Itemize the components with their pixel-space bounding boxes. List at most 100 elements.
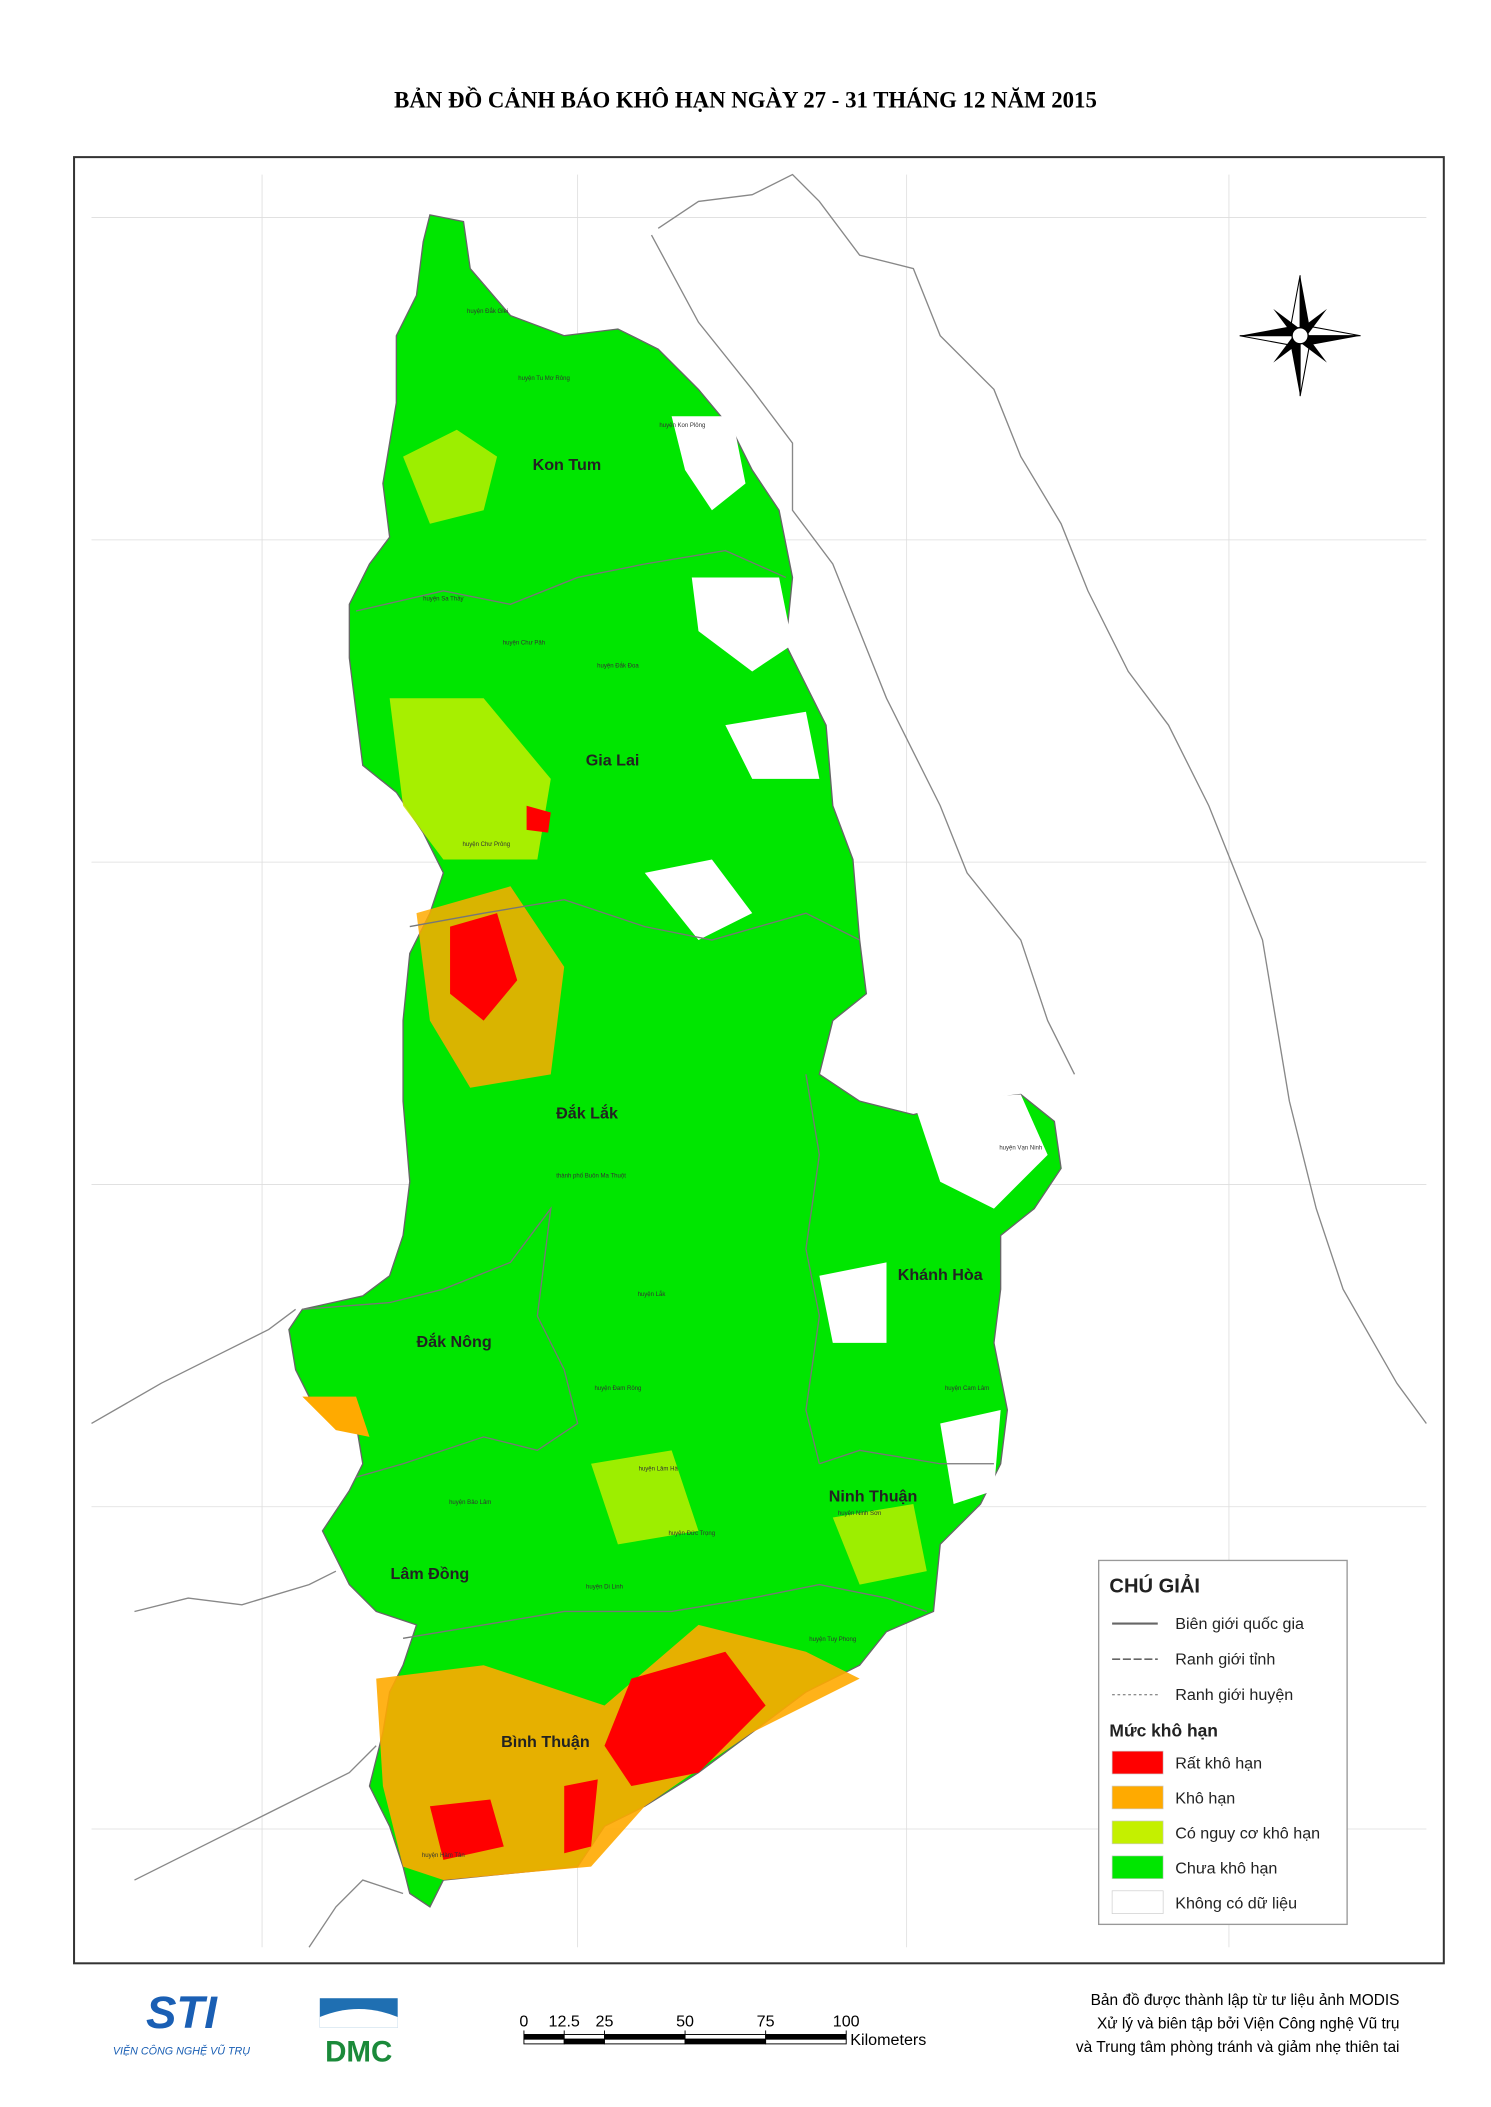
dmc-logo: DMC [325, 2035, 392, 2068]
province-label: Bình Thuận [501, 1733, 590, 1751]
scale-label: 100 [833, 2012, 860, 2030]
no-data-patch [940, 1410, 1001, 1505]
province-label: Lâm Đồng [391, 1565, 470, 1583]
scale-segment [523, 2038, 565, 2045]
district-label: huyện Cam Lâm [945, 1386, 989, 1392]
province-label: Ninh Thuận [829, 1487, 918, 1505]
scale-segment [563, 2034, 605, 2040]
scale-unit: Kilometers [850, 2031, 926, 2049]
credit-line: Xử lý và biên tập bởi Viện Công nghệ Vũ … [1097, 2015, 1400, 2032]
no-data-patch [819, 1262, 887, 1343]
legend-swatch [1111, 1785, 1164, 1810]
risk-patch [832, 1504, 927, 1585]
district-label: huyện Đắk Đoa [597, 662, 639, 669]
district-label: huyện Kon Plông [659, 423, 705, 429]
district-label: huyện Đắk Glei [467, 308, 508, 315]
district-label: huyện Đức Trọng [668, 1531, 715, 1537]
national-boundary [134, 1745, 377, 1881]
province-label: Đắk Nông [416, 1332, 491, 1351]
legend-title: CHÚ GIẢI [1109, 1574, 1200, 1598]
legend-label: Rất khô hạn [1175, 1755, 1262, 1773]
outside-boundaries [91, 173, 1427, 1948]
scale-label: 25 [596, 2012, 614, 2030]
legend-label: Khô hạn [1175, 1790, 1235, 1808]
scale-label: 0 [519, 2012, 528, 2030]
footer: STI VIỆN CÔNG NGHỆ VŨ TRỤ DMC 0 12.5 25 50 7… [113, 1987, 1400, 2069]
scale-segment [604, 2038, 686, 2045]
no-data-patch [913, 1094, 1048, 1209]
drought-patches [302, 429, 927, 1881]
map-title: BẢN ĐỒ CẢNH BÁO KHÔ HẠN NGÀY 27 - 31 THÁ… [394, 86, 1097, 112]
district-label: huyện Bảo Lâm [449, 1500, 491, 1506]
province-boundary [650, 234, 1076, 1075]
district-label: huyện Tuy Phong [809, 1637, 856, 1643]
district-label: huyện Lắk [638, 1291, 667, 1298]
dmc-wave [319, 2008, 398, 2028]
legend-label: Chưa khô hạn [1175, 1859, 1277, 1877]
legend-swatch [1111, 1750, 1164, 1775]
compass-point [1290, 335, 1301, 397]
legend-subtitle: Mức khô hạn [1109, 1720, 1218, 1740]
scale-label: 75 [757, 2012, 775, 2030]
district-label: huyện Di Linh [586, 1585, 623, 1591]
coastline [657, 173, 1427, 1424]
district-label: huyện Chư Păh [503, 641, 545, 647]
district-label: huyện Ninh Sơn [838, 1511, 882, 1517]
no-data-patch [725, 711, 820, 779]
district-label: huyện Sa Thầy [423, 596, 463, 602]
compass-point [1300, 308, 1327, 336]
compass-point [1239, 326, 1301, 336]
no-data-patches [644, 416, 1048, 1505]
scale-segment [765, 2034, 847, 2040]
province-boundaries [302, 549, 994, 1639]
national-boundary [91, 1308, 297, 1425]
legend-swatch [1111, 1855, 1164, 1880]
province-label: Kon Tum [533, 456, 602, 474]
district-label: huyện Lâm Hà [639, 1466, 679, 1472]
scale-segment [523, 2034, 565, 2040]
legend-label: Có nguy cơ khô hạn [1175, 1824, 1320, 1842]
legend-swatch [1111, 1890, 1164, 1914]
very-dry-patch [564, 1779, 598, 1854]
district-label: huyện Tu Mơ Rông [518, 376, 570, 382]
risk-patch [591, 1450, 699, 1545]
very-dry-patch [429, 1799, 504, 1860]
sti-logo: STI [146, 1987, 218, 2038]
legend-label: Ranh giới huyện [1175, 1686, 1293, 1704]
province-label: Đắk Lắk [556, 1104, 618, 1123]
compass-point [1300, 275, 1310, 336]
scale-label: 50 [676, 2012, 694, 2030]
district-label: huyện Đam Rông [594, 1386, 641, 1392]
compass-point [1300, 335, 1361, 346]
province-boundary [819, 1449, 994, 1465]
scale-segment [765, 2038, 847, 2045]
scale-segment [563, 2038, 605, 2045]
legend-label: Ranh giới tỉnh [1175, 1651, 1275, 1669]
compass-point [1273, 335, 1301, 363]
district-label: huyện Hàm Tân [422, 1853, 465, 1859]
scale-label: 12.5 [549, 2012, 580, 2030]
no-data-patch [691, 577, 793, 672]
legend-label: Không có dữ liệu [1175, 1894, 1297, 1912]
no-data-patch [644, 859, 753, 941]
scale-segment [604, 2034, 686, 2040]
compass-point [1300, 335, 1327, 363]
district-label: thành phố Buôn Ma Thuột [556, 1174, 626, 1180]
national-boundary [308, 1879, 404, 1948]
compass-rose [1239, 275, 1361, 397]
province-label: Khánh Hòa [898, 1266, 984, 1284]
scale-segment [684, 2034, 767, 2040]
province-boundary [302, 1206, 579, 1478]
credit-line: Bản đồ được thành lập từ tư liệu ảnh MOD… [1091, 1992, 1400, 2009]
district-label: huyện Chư Prông [463, 842, 511, 848]
sti-caption: VIỆN CÔNG NGHỆ VŨ TRỤ [113, 2045, 250, 2058]
legend: CHÚ GIẢI Biên giới quốc gia Ranh giới tỉnh… [1098, 1559, 1348, 1926]
compass-center [1291, 326, 1309, 345]
legend-swatch [1111, 1820, 1164, 1845]
province-boundary [805, 1074, 821, 1464]
dry-patch [302, 1396, 370, 1437]
province-boundary [402, 1583, 928, 1639]
national-boundary [134, 1570, 337, 1613]
province-boundary [409, 899, 860, 941]
